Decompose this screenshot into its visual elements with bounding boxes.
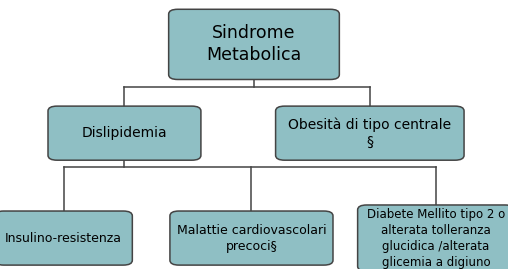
Text: Insulino-resistenza: Insulino-resistenza (5, 232, 122, 245)
FancyBboxPatch shape (170, 211, 333, 265)
FancyBboxPatch shape (48, 106, 201, 160)
Text: Dislipidemia: Dislipidemia (82, 126, 167, 140)
FancyBboxPatch shape (358, 205, 508, 269)
Text: Obesità di tipo centrale
§: Obesità di tipo centrale § (288, 117, 452, 149)
Text: Sindrome
Metabolica: Sindrome Metabolica (206, 24, 302, 65)
FancyBboxPatch shape (0, 211, 132, 265)
Text: Diabete Mellito tipo 2 o
alterata tolleranza
glucidica /alterata
glicemia a digi: Diabete Mellito tipo 2 o alterata toller… (367, 208, 505, 268)
Text: Malattie cardiovascolari
precoci§: Malattie cardiovascolari precoci§ (177, 224, 326, 253)
FancyBboxPatch shape (169, 9, 339, 80)
FancyBboxPatch shape (275, 106, 464, 160)
